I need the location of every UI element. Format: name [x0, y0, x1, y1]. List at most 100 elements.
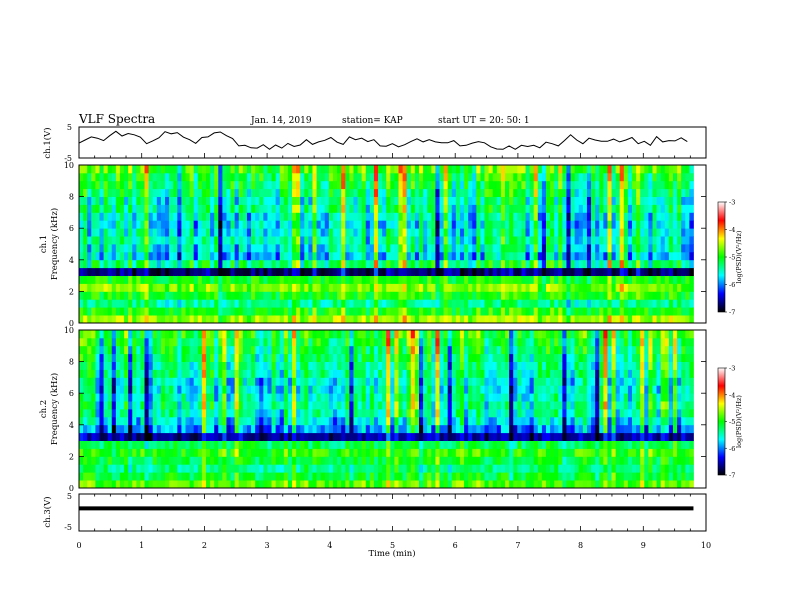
spectrogram-cell	[111, 472, 117, 481]
spectrogram-cell	[296, 440, 301, 449]
spectrogram-cell	[550, 291, 555, 300]
spectrogram-cell	[353, 345, 358, 355]
spectrogram-cell	[328, 369, 334, 378]
spectrogram-cell	[386, 393, 391, 402]
spectrogram-cell	[308, 259, 313, 269]
spectrogram-cell	[271, 424, 277, 434]
spectrogram-cell	[165, 299, 170, 308]
spectrogram-cell	[177, 291, 182, 300]
spectrogram-cell	[406, 337, 412, 347]
spectrogram-cell	[87, 220, 92, 229]
spectrogram-cell	[386, 188, 391, 197]
spectrogram-cell	[271, 236, 277, 245]
spectrogram-cell	[443, 283, 449, 292]
spectrogram-cell	[91, 456, 96, 465]
spectrogram-cell	[115, 369, 121, 378]
spectrogram-cell	[210, 172, 215, 182]
spectrogram-cell	[197, 291, 203, 300]
spectrogram-cell	[439, 369, 444, 378]
spectrogram-cell	[132, 291, 137, 300]
spectrogram-cell	[119, 464, 125, 473]
spectrogram-cell	[521, 165, 526, 174]
spectrogram-cell	[222, 345, 227, 355]
spectrogram-cell	[582, 299, 588, 308]
spectrogram-cell	[427, 385, 432, 394]
spectrogram-cell	[353, 196, 358, 205]
spectrogram-cell	[255, 345, 260, 355]
spectrogram-cell	[312, 361, 317, 370]
spectrogram-cell	[197, 401, 203, 410]
spectrogram-cell	[169, 165, 174, 174]
spectrogram-cell	[574, 283, 580, 292]
spectrogram-cell	[603, 188, 608, 197]
spectrogram-cell	[292, 361, 297, 370]
spectrogram-cell	[79, 204, 84, 213]
spectrogram-cell	[365, 393, 371, 402]
spectrogram-cell	[83, 330, 88, 339]
spectrogram-cell	[558, 259, 563, 269]
spectrogram-cell	[496, 307, 502, 316]
spectrogram-cell	[242, 464, 248, 473]
spectrogram-cell	[677, 180, 682, 190]
spectrogram-cell	[83, 244, 88, 253]
spectrogram-cell	[353, 251, 358, 261]
spectrogram-cell	[423, 424, 428, 434]
spectrogram-cell	[459, 236, 465, 245]
spectrogram-cell	[505, 244, 510, 253]
spectrogram-cell	[193, 353, 199, 362]
spectrogram-cell	[591, 188, 596, 197]
spectrogram-cell	[287, 409, 293, 418]
spectrogram-cell	[419, 385, 424, 394]
spectrogram-cell	[111, 448, 117, 457]
spectrogram-cell	[185, 204, 191, 213]
spectrogram-cell	[173, 307, 178, 316]
spectrogram-cell	[287, 180, 293, 190]
spectrogram-cell	[595, 220, 600, 229]
spectrogram-cell	[668, 283, 674, 292]
spectrogram-cell	[668, 315, 674, 324]
spectrogram-cell	[201, 337, 207, 347]
spectrogram-cell	[197, 337, 203, 347]
spectrogram-cell	[566, 251, 571, 261]
spectrogram-cell	[398, 244, 404, 253]
spectrogram-cell	[283, 448, 289, 457]
spectrogram-cell	[263, 432, 268, 441]
spectrogram-cell	[197, 299, 203, 308]
spectrogram-cell	[353, 377, 358, 386]
spectrogram-cell	[111, 440, 117, 449]
spectrogram-cell	[521, 291, 526, 300]
spectrogram-cell	[599, 307, 604, 316]
spectrogram-cell	[226, 416, 231, 426]
spectrogram-cell	[492, 212, 498, 221]
spectrogram-cell	[234, 464, 240, 473]
spectrogram-cell	[611, 291, 617, 300]
spectrogram-cell	[414, 424, 420, 434]
spectrogram-cell	[484, 259, 490, 269]
spectrogram-cell	[406, 432, 412, 441]
spectrogram-cell	[296, 204, 301, 213]
spectrogram-cell	[406, 259, 412, 269]
spectrogram-cell	[419, 196, 424, 205]
spectrogram-cell	[177, 212, 182, 221]
spectrogram-cell	[148, 448, 154, 457]
spectrogram-cell	[160, 315, 166, 324]
spectrogram-cell	[218, 251, 223, 261]
spectrogram-cell	[357, 275, 363, 284]
spectrogram-cell	[201, 291, 207, 300]
spectrogram-cell	[259, 196, 264, 205]
spectrogram-cell	[423, 409, 428, 418]
spectrogram-cell	[378, 275, 383, 284]
spectrogram-cell	[464, 345, 469, 355]
spectrogram-cell	[533, 244, 539, 253]
spectrogram-cell	[398, 220, 404, 229]
spectrogram-cell	[464, 440, 469, 449]
spectrogram-cell	[332, 291, 338, 300]
spectrogram-cell	[529, 212, 535, 221]
spectrogram-cell	[91, 220, 96, 229]
spectrogram-cell	[152, 180, 158, 190]
spectrogram-cell	[566, 244, 571, 253]
spectrogram-cell	[87, 393, 92, 402]
spectrogram-cell	[357, 424, 363, 434]
spectrogram-cell	[554, 259, 559, 269]
spectrogram-cell	[554, 291, 559, 300]
